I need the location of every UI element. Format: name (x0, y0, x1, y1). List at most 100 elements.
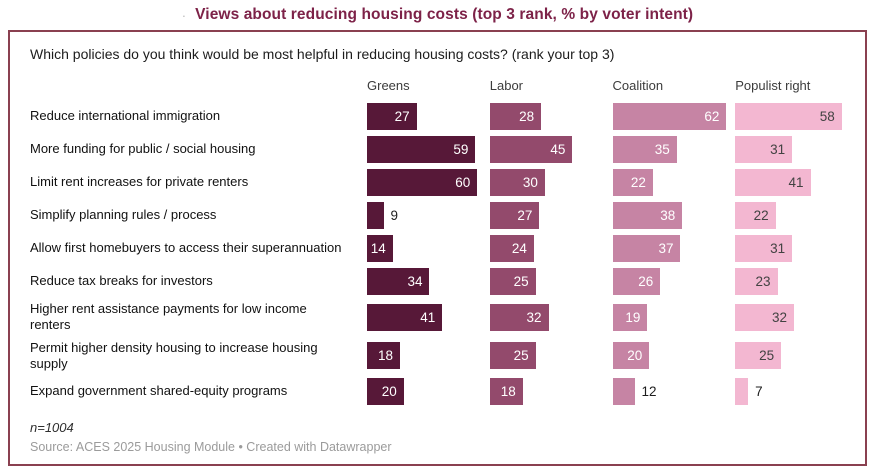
column-headers: Greens Labor Coalition Populist right (30, 78, 851, 93)
bar-cell: 31 (735, 136, 851, 163)
policy-rows: Reduce international immigration 27 28 62 58… (30, 100, 851, 408)
page-title: Views about reducing housing costs (top … (195, 6, 694, 23)
bar: 58 (735, 103, 842, 130)
bar: 20 (612, 342, 650, 370)
bar-value: 45 (550, 141, 566, 157)
bar-cell: 38 (612, 202, 729, 229)
policy-label: Expand government shared-equity programs (30, 383, 288, 399)
bar-cell: 19 (612, 303, 729, 331)
bar-cell: 41 (735, 169, 851, 196)
policy-row: Higher rent assistance payments for low … (30, 298, 851, 337)
bar-cell: 14 (367, 235, 483, 262)
bar-value: 30 (522, 174, 538, 190)
bar-cell: 27 (367, 103, 483, 130)
bar-value: 19 (625, 309, 641, 325)
bar-cell: 25 (489, 268, 606, 295)
bar: 22 (612, 169, 653, 196)
bar: 38 (612, 202, 683, 229)
bar-cell: 20 (612, 342, 729, 370)
bar-value: 27 (394, 108, 410, 124)
bar-value: 12 (641, 383, 657, 399)
policy-row: Reduce tax breaks for investors 34 25 26 23 (30, 265, 851, 298)
bar-value: 58 (819, 108, 835, 124)
policy-label: More funding for public / social housing (30, 141, 256, 157)
bar-value: 34 (407, 273, 423, 289)
bar: 32 (735, 303, 795, 331)
chart-footer: n=1004 Source: ACES 2025 Housing Module … (30, 420, 851, 454)
bar-cell: 30 (489, 169, 606, 196)
bar-value: 38 (660, 207, 676, 223)
bar: 26 (612, 268, 661, 295)
bar: 35 (612, 136, 677, 163)
policy-label: Allow first homebuyers to access their s… (30, 240, 342, 256)
column-header-coalition: Coalition (612, 78, 664, 93)
bar-value: 18 (378, 348, 394, 363)
bar-value: 31 (770, 141, 786, 157)
bar: 62 (612, 103, 727, 130)
bar-cell: 35 (612, 136, 729, 163)
bar-cell: 58 (735, 103, 851, 130)
source-line: Source: ACES 2025 Housing Module • Creat… (30, 440, 392, 454)
bar: 19 (612, 303, 648, 331)
bar: 34 (367, 268, 430, 295)
bar-cell: 12 (612, 378, 729, 405)
bar: 27 (489, 202, 540, 229)
bar-value: 14 (370, 240, 386, 256)
column-header-populist-right: Populist right (735, 78, 811, 93)
bar: 20 (367, 378, 404, 405)
bar-cell: 27 (489, 202, 606, 229)
bar: 25 (735, 342, 782, 370)
policy-row: Simplify planning rules / process 9 27 38 22 (30, 199, 851, 232)
policy-label: Reduce international immigration (30, 108, 221, 124)
bar-cell: 24 (489, 235, 606, 262)
bar-cell: 32 (735, 303, 851, 331)
bar-value: 25 (513, 273, 529, 289)
bar: 32 (489, 303, 549, 331)
bar-value: 25 (759, 348, 775, 363)
bar-cell: 32 (489, 303, 606, 331)
bar-cell: 18 (489, 378, 606, 405)
bar-value: 20 (627, 348, 643, 363)
column-header-greens: Greens (367, 78, 410, 93)
policy-label: Higher rent assistance payments for low … (30, 301, 307, 333)
bar-value: 41 (420, 309, 436, 325)
policy-label: Reduce tax breaks for investors (30, 273, 213, 289)
bar-value: 27 (517, 207, 533, 223)
bar-cell: 60 (367, 169, 483, 196)
bar: 60 (367, 169, 478, 196)
bar (735, 378, 749, 405)
bar-cell: 23 (735, 268, 851, 295)
bar: 45 (489, 136, 573, 163)
bar: 18 (489, 378, 523, 405)
bar-cell: 25 (489, 342, 606, 370)
bar-value: 59 (453, 141, 469, 157)
bar-cell: 41 (367, 303, 483, 331)
bar: 31 (735, 136, 793, 163)
title-dot-icon: · (181, 7, 187, 23)
policy-row: More funding for public / social housing… (30, 133, 851, 166)
bar: 25 (489, 342, 536, 370)
bar-value: 18 (500, 383, 516, 399)
policy-label: Simplify planning rules / process (30, 207, 217, 223)
bar-cell: 28 (489, 103, 606, 130)
bar-value: 22 (630, 174, 646, 190)
bar-value: 31 (770, 240, 786, 256)
bar-value: 24 (511, 240, 527, 256)
bar-cell: 18 (367, 342, 483, 370)
bar-cell: 59 (367, 136, 483, 163)
bar-value: 35 (654, 141, 670, 157)
bar-value: 22 (753, 207, 769, 223)
bar: 25 (489, 268, 536, 295)
bar-cell: 9 (367, 202, 483, 229)
policy-row: Permit higher density housing to increas… (30, 337, 851, 376)
bar: 27 (367, 103, 417, 130)
policy-label: Limit rent increases for private renters (30, 174, 249, 190)
bar-value: 28 (519, 108, 535, 124)
policy-row: Expand government shared-equity programs… (30, 375, 851, 408)
bar: 41 (735, 169, 811, 196)
sample-size-note: n=1004 (30, 420, 74, 435)
question-text: Which policies do you think would be mos… (30, 46, 615, 62)
bar: 18 (367, 342, 401, 370)
bar: 30 (489, 169, 545, 196)
